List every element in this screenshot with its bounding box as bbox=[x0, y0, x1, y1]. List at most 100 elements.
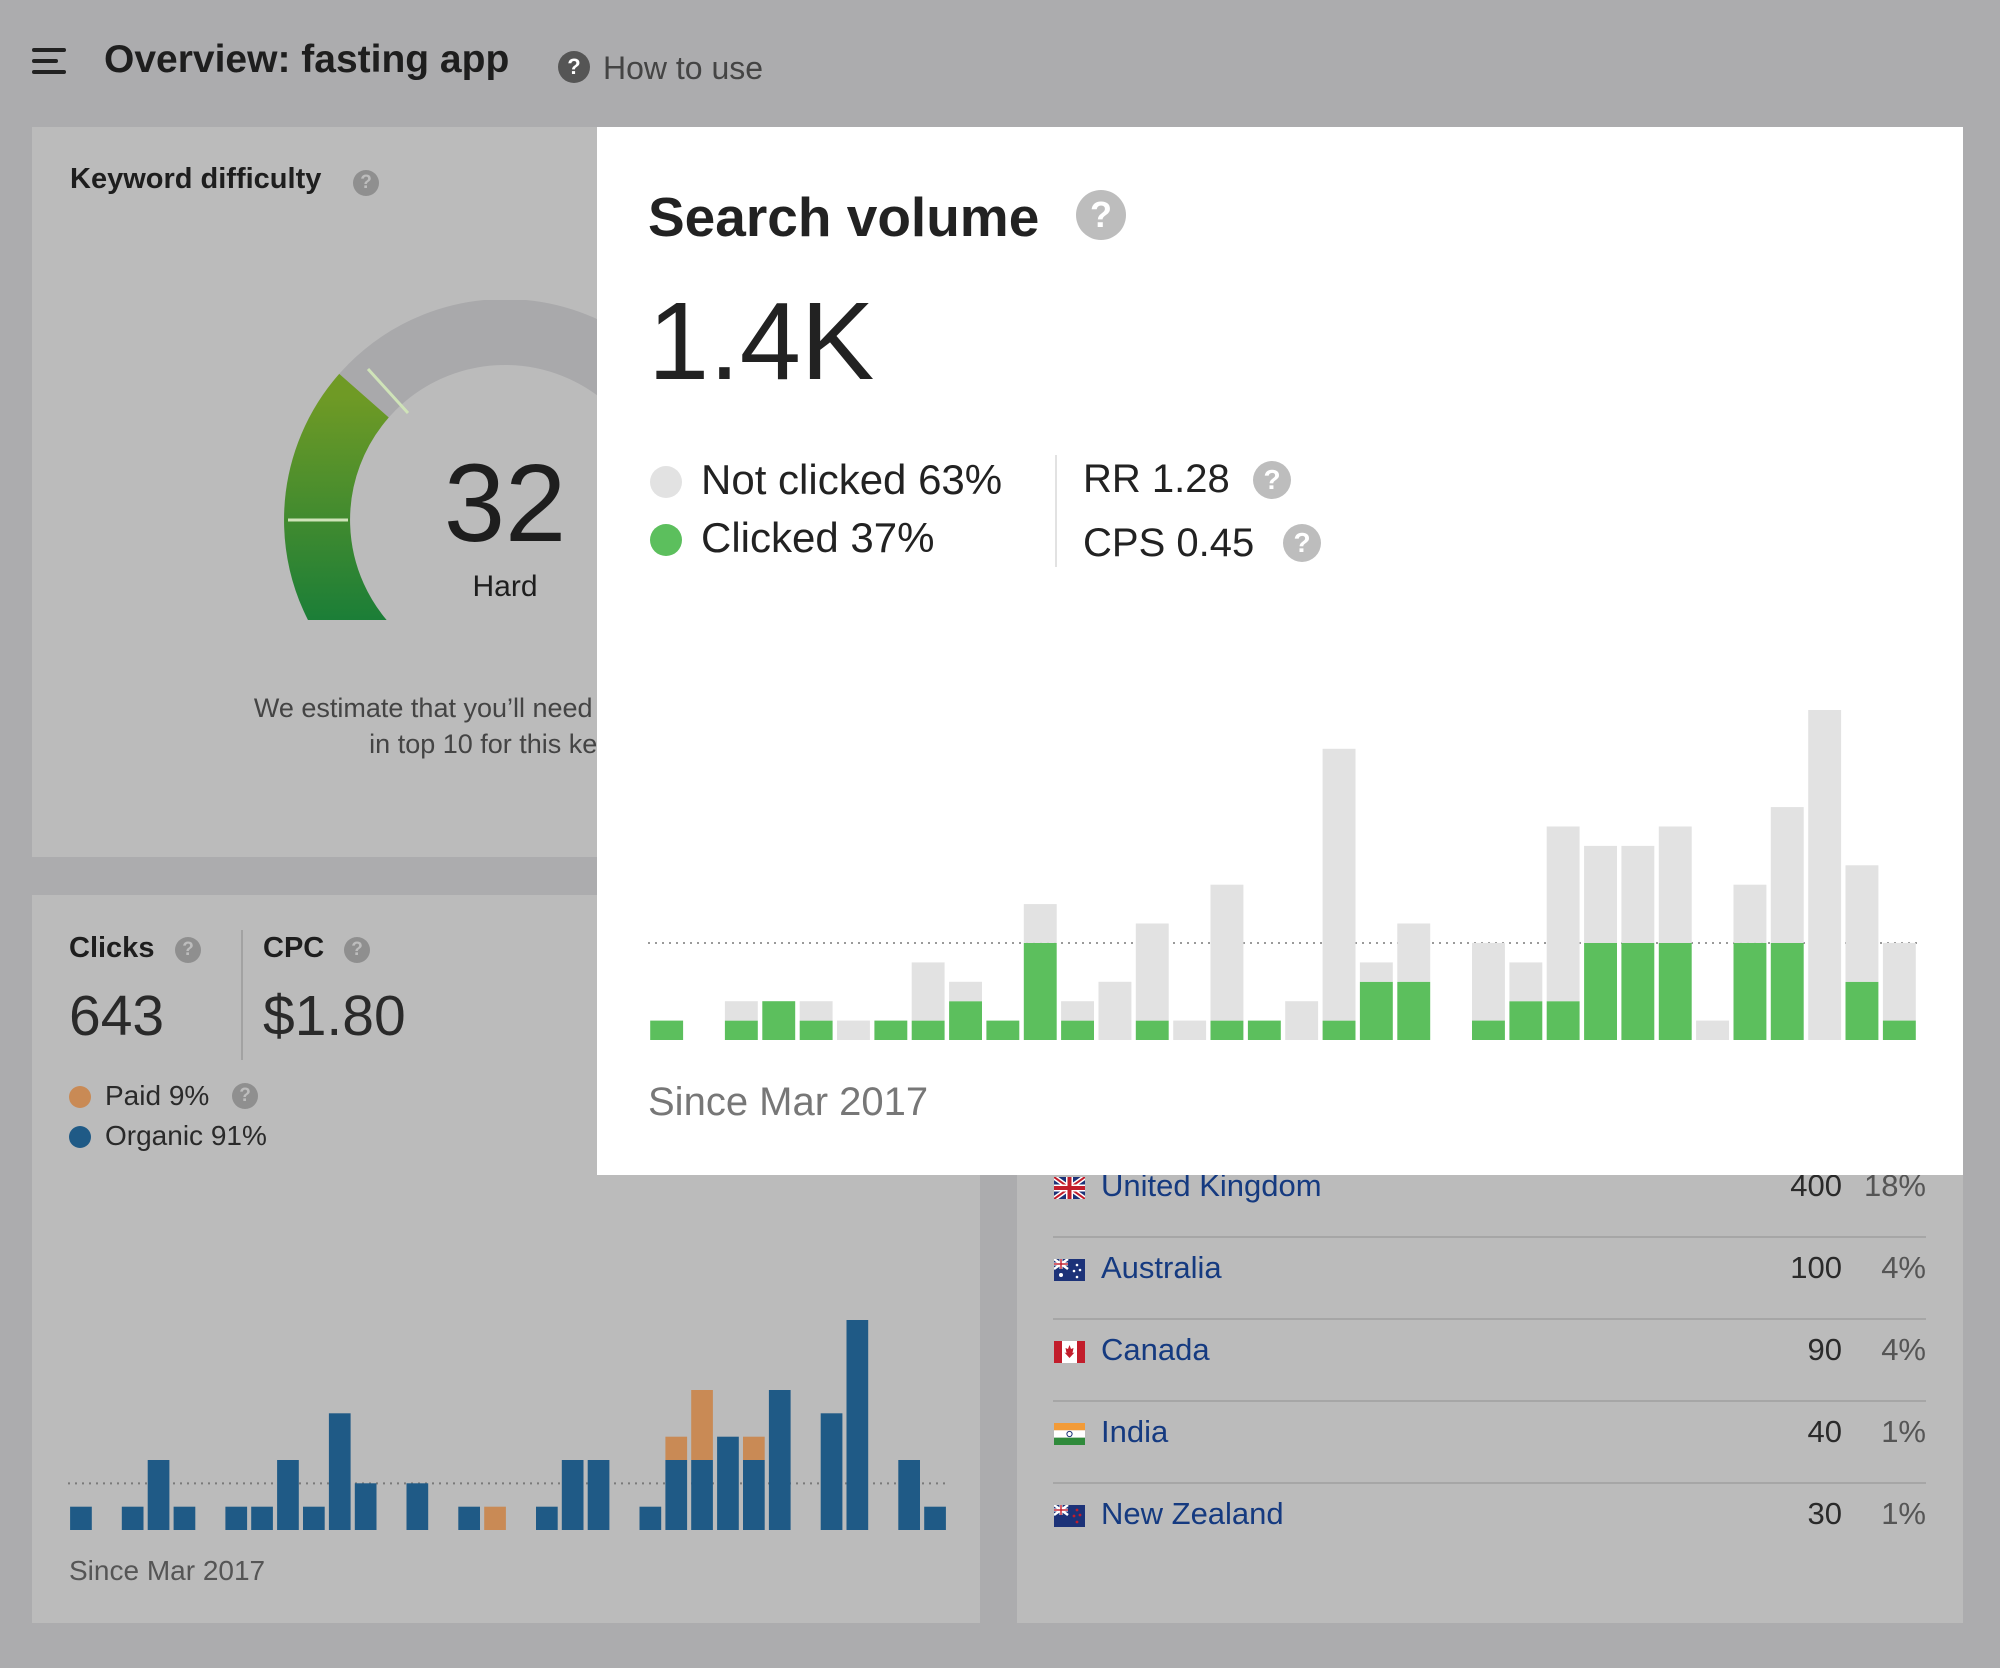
search-volume-help-icon[interactable]: ? bbox=[1076, 190, 1126, 240]
country-row[interactable]: India 40 1% bbox=[1053, 1400, 1926, 1484]
clicks-bar-organic bbox=[458, 1506, 480, 1530]
search-volume-bar-clicked bbox=[874, 1020, 908, 1040]
cps-metric: CPS 0.45 bbox=[1083, 521, 1255, 565]
clicks-bar-organic bbox=[639, 1506, 662, 1530]
canada-flag-icon bbox=[1054, 1341, 1085, 1363]
search-volume-bar-not-clicked bbox=[949, 981, 982, 1002]
clicks-bar-paid bbox=[484, 1506, 506, 1530]
clicks-bar-organic bbox=[846, 1320, 869, 1530]
search-volume-bar-not-clicked bbox=[1509, 962, 1543, 1002]
country-percent: 1% bbox=[1881, 1414, 1926, 1449]
search-volume-bar-not-clicked bbox=[1696, 1020, 1729, 1040]
how-to-use-link[interactable]: How to use bbox=[603, 50, 764, 86]
clicks-bar-paid bbox=[665, 1436, 688, 1460]
search-volume-value: 1.4K bbox=[648, 280, 875, 403]
country-percent: 4% bbox=[1881, 1250, 1926, 1285]
country-name[interactable]: New Zealand bbox=[1101, 1496, 1284, 1531]
search-volume-chart bbox=[648, 710, 1918, 1040]
clicks-help-icon[interactable]: ? bbox=[175, 937, 201, 963]
page-title: Overview: fasting app bbox=[104, 38, 510, 81]
search-volume-bar-not-clicked bbox=[1135, 923, 1169, 1021]
gauge-fill bbox=[284, 373, 390, 620]
search-volume-bar-not-clicked bbox=[1098, 981, 1132, 1040]
search-volume-since-label: Since Mar 2017 bbox=[648, 1080, 929, 1124]
cpc-value: $1.80 bbox=[263, 984, 406, 1048]
country-row[interactable]: Australia 100 4% bbox=[1053, 1236, 1926, 1320]
clicks-bar-organic bbox=[70, 1506, 92, 1530]
search-volume-bar-not-clicked bbox=[1397, 923, 1431, 982]
difficulty-level: Hard bbox=[472, 570, 538, 603]
clicks-bar-organic bbox=[406, 1483, 429, 1530]
search-volume-bar-clicked bbox=[1584, 942, 1617, 1040]
search-volume-bar-not-clicked bbox=[1658, 826, 1692, 943]
search-volume-bar-clicked bbox=[650, 1020, 684, 1040]
search-volume-bar-not-clicked bbox=[724, 1001, 758, 1021]
difficulty-description-line: in top 10 for this key bbox=[369, 729, 611, 759]
menu-icon[interactable] bbox=[32, 48, 66, 76]
organic-legend-dot bbox=[69, 1126, 91, 1148]
country-row[interactable]: New Zealand 30 1% bbox=[1053, 1482, 1926, 1564]
clicks-bar-organic bbox=[173, 1506, 196, 1530]
country-name[interactable]: Canada bbox=[1101, 1332, 1210, 1367]
search-volume-bar-not-clicked bbox=[1584, 845, 1617, 943]
cps-help-icon[interactable]: ? bbox=[1283, 524, 1321, 562]
clicked-legend-dot bbox=[650, 524, 682, 556]
search-volume-bar-not-clicked bbox=[1546, 826, 1580, 1002]
search-volume-bar-not-clicked bbox=[1770, 807, 1804, 943]
search-volume-bar-clicked bbox=[911, 1020, 945, 1040]
clicks-bar-organic bbox=[328, 1413, 351, 1530]
country-volume: 100 bbox=[1790, 1250, 1842, 1285]
search-volume-bar-clicked bbox=[1247, 1020, 1281, 1040]
search-volume-bar-not-clicked bbox=[1210, 884, 1244, 1021]
search-volume-bar-not-clicked bbox=[1733, 884, 1767, 943]
not-clicked-legend-dot bbox=[650, 466, 682, 498]
search-volume-bar-clicked bbox=[1770, 942, 1804, 1040]
clicks-since-label: Since Mar 2017 bbox=[69, 1555, 266, 1586]
clicked-legend-label: Clicked 37% bbox=[701, 514, 935, 561]
clicks-bar-organic bbox=[277, 1460, 299, 1530]
search-volume-bar-not-clicked bbox=[1173, 1020, 1207, 1040]
country-percent: 1% bbox=[1881, 1496, 1926, 1531]
clicks-bar-organic bbox=[691, 1460, 713, 1530]
clicks-bar-organic bbox=[225, 1506, 248, 1530]
clicks-bar-paid bbox=[743, 1436, 765, 1460]
clicks-bar-organic bbox=[924, 1506, 946, 1530]
search-volume-bar-clicked bbox=[799, 1020, 833, 1040]
cpc-title: CPC bbox=[263, 932, 325, 964]
search-volume-bar-clicked bbox=[1322, 1020, 1356, 1040]
clicks-bar-organic bbox=[354, 1483, 377, 1530]
clicks-bar-organic bbox=[121, 1506, 144, 1530]
rr-metric: RR 1.28 bbox=[1083, 457, 1230, 501]
search-volume-bar-clicked bbox=[949, 1001, 982, 1040]
search-volume-bar-clicked bbox=[1023, 942, 1057, 1040]
search-volume-bar-clicked bbox=[1210, 1020, 1244, 1040]
clicks-bar-organic bbox=[743, 1460, 765, 1530]
search-volume-bar-not-clicked bbox=[1845, 865, 1879, 982]
country-volume: 90 bbox=[1807, 1332, 1842, 1367]
keyword-difficulty-title: Keyword difficulty bbox=[70, 163, 322, 195]
search-volume-bar-clicked bbox=[1509, 1001, 1543, 1040]
search-volume-bar-not-clicked bbox=[911, 962, 945, 1021]
clicks-bar-organic bbox=[717, 1436, 739, 1530]
search-volume-bar-clicked bbox=[1845, 981, 1879, 1040]
search-volume-bar-not-clicked bbox=[1882, 942, 1916, 1021]
keyword-difficulty-help-icon[interactable]: ? bbox=[353, 170, 379, 196]
search-volume-bar-not-clicked bbox=[1322, 748, 1356, 1021]
rr-help-icon[interactable]: ? bbox=[1253, 461, 1291, 499]
question-icon[interactable]: ? bbox=[558, 51, 590, 83]
search-volume-bar-not-clicked bbox=[837, 1020, 870, 1040]
clicks-bar-organic bbox=[898, 1460, 920, 1530]
country-row[interactable]: Canada 90 4% bbox=[1053, 1318, 1926, 1402]
australia-flag-icon bbox=[1054, 1259, 1085, 1281]
paid-help-icon[interactable]: ? bbox=[232, 1083, 258, 1109]
search-volume-bar-clicked bbox=[1546, 1001, 1580, 1040]
country-name[interactable]: India bbox=[1101, 1414, 1169, 1449]
search-volume-bar-not-clicked bbox=[1808, 710, 1842, 1040]
country-volume: 40 bbox=[1807, 1414, 1842, 1449]
divider bbox=[1055, 455, 1057, 567]
not-clicked-legend-label: Not clicked 63% bbox=[701, 456, 1003, 503]
paid-legend-label: Paid 9% bbox=[105, 1080, 210, 1111]
cpc-help-icon[interactable]: ? bbox=[344, 937, 370, 963]
country-name[interactable]: Australia bbox=[1101, 1250, 1222, 1285]
search-volume-bar-clicked bbox=[1621, 942, 1655, 1040]
